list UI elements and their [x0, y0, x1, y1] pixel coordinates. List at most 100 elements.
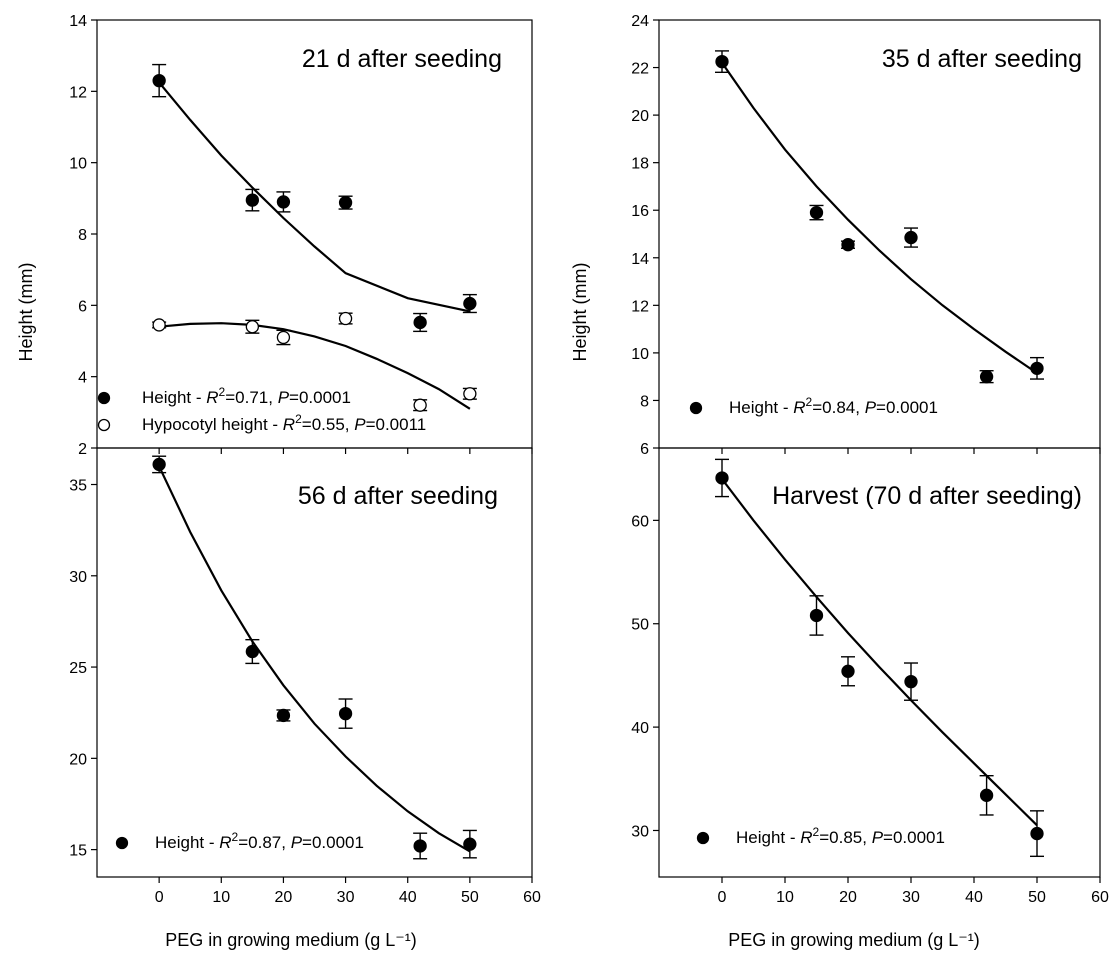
x-tick-label: 60 [1091, 889, 1109, 906]
y-tick-label: 22 [631, 61, 649, 78]
y-axis-label-left: Height (mm) [16, 262, 36, 361]
y-tick-label: 40 [631, 720, 649, 737]
data-point-open [463, 387, 477, 401]
data-point [463, 296, 477, 311]
data-point [1030, 361, 1044, 375]
y-tick-label: 30 [69, 569, 87, 586]
x-tick-label: 50 [1028, 889, 1046, 906]
data-point [338, 706, 353, 721]
fit-curve-height [721, 478, 1038, 827]
y-tick-label: 2 [78, 441, 87, 458]
data-point [338, 195, 353, 210]
x-tick-label: 40 [965, 889, 983, 906]
data-point [1030, 826, 1044, 841]
panel-harvest: 30 40 50 60 0 10 20 30 40 50 60 Harvest (70 d after… [631, 447, 1109, 906]
data-point [979, 370, 994, 384]
data-point [152, 73, 166, 88]
x-tick-label: 30 [337, 889, 355, 906]
y-tick-label: 20 [69, 751, 87, 768]
panel-title: 21 d after seeding [302, 45, 502, 73]
data-point [245, 193, 260, 207]
data-point [276, 708, 291, 723]
x-axis-label-left: PEG in growing medium (g L⁻¹) [165, 930, 417, 950]
x-tick-label: 50 [461, 889, 479, 906]
data-point [904, 674, 918, 689]
fit-curve-height [158, 465, 471, 853]
x-tick-label: 60 [523, 889, 541, 906]
y-tick-label: 6 [640, 441, 649, 458]
y-tick-label: 35 [69, 478, 87, 495]
x-tick-label: 30 [902, 889, 920, 906]
plot-frame [658, 447, 1101, 878]
y-axis-label-right: Height (mm) [570, 262, 590, 361]
data-point [413, 315, 427, 330]
data-point [463, 837, 477, 851]
y-tick-label: 8 [640, 393, 649, 410]
panel-title: 56 d after seeding [298, 482, 498, 510]
legend-entry: Height - R2=0.87, P=0.0001 [155, 830, 364, 852]
y-tick-label: 25 [69, 660, 87, 677]
legend-marker-filled [689, 401, 703, 415]
data-point [979, 788, 994, 802]
data-point [841, 238, 855, 252]
plot-frame [96, 447, 533, 878]
data-point [413, 839, 427, 853]
fit-curve-height [158, 81, 471, 313]
data-point-open [152, 318, 166, 332]
data-point [715, 54, 729, 69]
data-point [276, 195, 291, 209]
panel-56d: 15 20 25 30 35 0 10 20 30 40 50 60 56 d after seedin… [69, 447, 541, 906]
data-point-open [413, 398, 427, 412]
y-tick-label: 30 [631, 823, 649, 840]
y-tick-label: 10 [69, 156, 87, 173]
y-tick-label: 4 [78, 370, 87, 387]
fit-curve-height [721, 62, 1038, 375]
data-point [152, 457, 166, 472]
data-point [904, 230, 918, 245]
y-tick-label: 15 [69, 843, 87, 860]
x-tick-label: 0 [718, 889, 727, 906]
y-tick-label: 14 [69, 13, 87, 30]
y-tick-label: 16 [631, 203, 649, 220]
x-tick-label: 0 [155, 889, 164, 906]
panel-35d: 6 8 10 12 14 16 18 20 22 24 35 d after seeding Heig… [631, 13, 1101, 458]
data-point-open [245, 320, 260, 334]
y-tick-label: 6 [78, 298, 87, 315]
y-tick-label: 18 [631, 156, 649, 173]
legend-marker-filled [115, 836, 129, 850]
legend-entry: Height - R2=0.85, P=0.0001 [736, 825, 945, 847]
legend-entry: Hypocotyl height - R2=0.55, P=0.0011 [142, 412, 426, 434]
data-point [841, 664, 855, 678]
data-point [809, 608, 824, 623]
legend-marker-filled [97, 391, 111, 405]
data-point [809, 205, 824, 220]
y-tick-label: 50 [631, 617, 649, 634]
x-tick-label: 20 [839, 889, 857, 906]
panel-21d: 2 4 6 8 10 12 14 21 d after seeding Height - R2=… [69, 13, 533, 458]
x-tick-label: 10 [776, 889, 794, 906]
y-tick-label: 24 [631, 13, 649, 30]
panel-title: 35 d after seeding [882, 45, 1082, 73]
y-tick-label: 60 [631, 513, 649, 530]
legend-marker-open [97, 418, 111, 432]
y-tick-label: 10 [631, 346, 649, 363]
legend-entry: Height - R2=0.71, P=0.0001 [142, 385, 351, 407]
data-point-open [338, 311, 353, 326]
legend-entry: Height - R2=0.84, P=0.0001 [729, 395, 938, 417]
data-point [715, 471, 729, 485]
plot-frame [658, 19, 1101, 449]
x-tick-label: 10 [212, 889, 230, 906]
x-tick-label: 20 [275, 889, 293, 906]
y-tick-label: 12 [69, 84, 87, 101]
x-axis-label-right: PEG in growing medium (g L⁻¹) [728, 930, 980, 950]
data-point-open [276, 330, 291, 345]
y-tick-label: 20 [631, 108, 649, 125]
x-tick-label: 40 [399, 889, 417, 906]
data-point [245, 644, 260, 659]
legend-marker-filled [696, 831, 710, 845]
y-tick-label: 8 [78, 227, 87, 244]
y-tick-label: 12 [631, 298, 649, 315]
y-tick-label: 14 [631, 251, 649, 268]
panel-title: Harvest (70 d after seeding) [772, 482, 1082, 510]
